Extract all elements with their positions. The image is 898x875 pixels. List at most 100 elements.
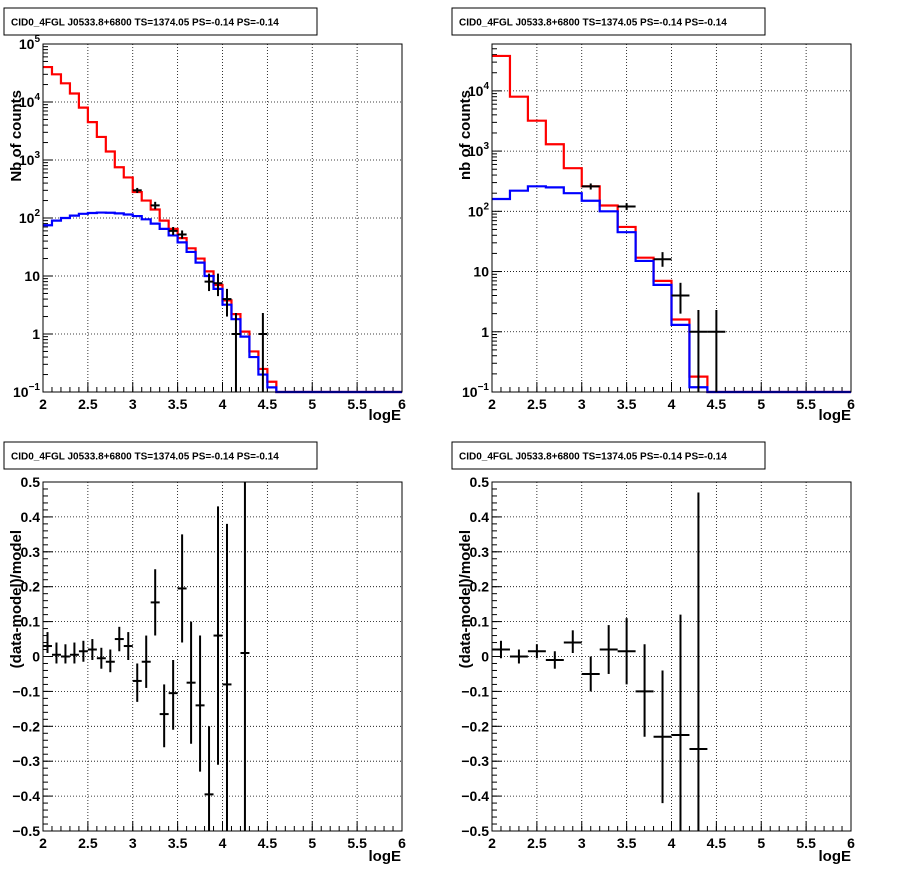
x-tick-label: 2.5: [78, 396, 98, 412]
y-tick-label: 0.2: [470, 579, 490, 595]
data-point: [492, 640, 510, 659]
y-tick-label: −0.3: [12, 753, 40, 769]
x-tick-label: 5.5: [347, 835, 367, 851]
data-point: [671, 614, 690, 831]
y-axis-label: nb of counts: [457, 90, 474, 180]
y-tick-label: 0: [481, 649, 489, 665]
x-tick-label: 5: [757, 396, 765, 412]
histogram-series-2: [492, 185, 851, 394]
data-point: [653, 252, 672, 267]
data-point: [213, 506, 223, 765]
y-tick-label: 10: [473, 264, 489, 280]
data-point: [581, 183, 600, 190]
chart-panel-4: CID0_4FGL J0533.8+6800 TS=1374.05 PS=-0.…: [451, 441, 855, 865]
y-tick-label: 0: [32, 649, 40, 665]
x-tick-label: 2: [488, 396, 496, 412]
plot-frame: [42, 481, 403, 832]
y-tick-label: 10−1: [13, 382, 40, 400]
chart-title: CID0_4FGL J0533.8+6800 TS=1374.05 PS=-0.…: [11, 452, 279, 463]
data-point: [96, 647, 106, 669]
data-point: [141, 635, 151, 688]
data-point: [240, 482, 250, 831]
data-point: [671, 282, 690, 314]
data-point: [509, 649, 528, 664]
x-tick-label: 3.5: [617, 396, 637, 412]
x-tick-label: 4: [668, 835, 676, 851]
data-point: [114, 626, 124, 652]
title-box: [451, 441, 766, 470]
data-point: [599, 625, 618, 674]
y-tick-label: 0.5: [21, 474, 41, 490]
data-point: [653, 670, 672, 804]
y-tick-label: −0.5: [12, 823, 40, 839]
data-point: [689, 492, 708, 831]
y-tick-label: 0.1: [470, 614, 490, 630]
x-tick-label: 6: [847, 835, 855, 851]
x-tick-label: 4.5: [258, 835, 278, 851]
data-point: [581, 656, 600, 692]
x-tick-label: 2.5: [527, 835, 547, 851]
title-box: [3, 7, 318, 36]
x-tick-label: 3: [578, 835, 586, 851]
data-point: [545, 651, 564, 669]
y-tick-label: 0.4: [470, 509, 490, 525]
y-axis-label: (data-model)/model: [8, 530, 25, 668]
y-tick-label: −0.2: [461, 718, 489, 734]
chart-panel-1: CID0_4FGL J0533.8+6800 TS=1374.05 PS=-0.…: [3, 7, 406, 424]
x-tick-label: 5: [308, 396, 316, 412]
x-tick-label: 2: [488, 835, 496, 851]
data-point: [689, 309, 708, 392]
data-point: [222, 288, 232, 317]
x-axis-label: logE: [369, 407, 402, 424]
data-point: [204, 726, 214, 831]
chart-title: CID0_4FGL J0533.8+6800 TS=1374.05 PS=-0.…: [11, 18, 279, 29]
y-tick-label: −0.2: [12, 718, 40, 734]
x-tick-label: 5.5: [347, 396, 367, 412]
y-tick-label: 102: [19, 208, 41, 226]
y-tick-label: −0.3: [461, 753, 489, 769]
y-tick-label: −0.4: [461, 788, 489, 804]
x-tick-label: 5: [757, 835, 765, 851]
data-point: [69, 642, 79, 664]
data-point: [123, 632, 133, 660]
x-tick-label: 2: [39, 396, 47, 412]
x-tick-label: 5.5: [796, 396, 816, 412]
data-point: [195, 635, 205, 772]
plot-frame: [42, 43, 403, 393]
x-axis-label: logE: [819, 848, 852, 865]
x-tick-label: 3: [578, 396, 586, 412]
data-point: [150, 201, 160, 210]
x-tick-label: 3: [129, 835, 137, 851]
x-tick-label: 3: [129, 396, 137, 412]
y-tick-label: 105: [19, 34, 41, 52]
x-axis-label: logE: [819, 407, 852, 424]
data-point: [87, 639, 97, 660]
data-point: [78, 640, 88, 662]
x-tick-label: 4: [219, 835, 227, 851]
data-point: [186, 621, 196, 744]
y-tick-label: −0.1: [12, 683, 40, 699]
data-point: [707, 309, 726, 392]
plot-frame: [491, 481, 852, 832]
data-point: [168, 226, 178, 235]
data-point: [132, 187, 142, 193]
y-tick-label: 104: [468, 81, 490, 99]
y-tick-label: 10: [24, 268, 40, 284]
y-tick-label: 0.3: [470, 544, 490, 560]
data-point: [43, 632, 52, 654]
chart-panel-3: CID0_4FGL J0533.8+6800 TS=1374.05 PS=-0.…: [3, 441, 406, 865]
title-box: [3, 441, 318, 470]
y-tick-label: 0.2: [21, 579, 41, 595]
y-axis-label: Nb of counts: [8, 90, 25, 182]
x-tick-label: 6: [847, 396, 855, 412]
y-tick-label: 0.5: [470, 474, 490, 490]
data-point: [617, 618, 636, 685]
y-tick-label: 10−1: [462, 382, 489, 400]
data-point: [222, 523, 232, 831]
data-point: [168, 659, 178, 730]
x-tick-label: 2: [39, 835, 47, 851]
histogram-series-1: [43, 65, 402, 394]
y-tick-label: 0.4: [21, 509, 41, 525]
x-tick-label: 3.5: [617, 835, 637, 851]
x-tick-label: 4.5: [707, 835, 727, 851]
